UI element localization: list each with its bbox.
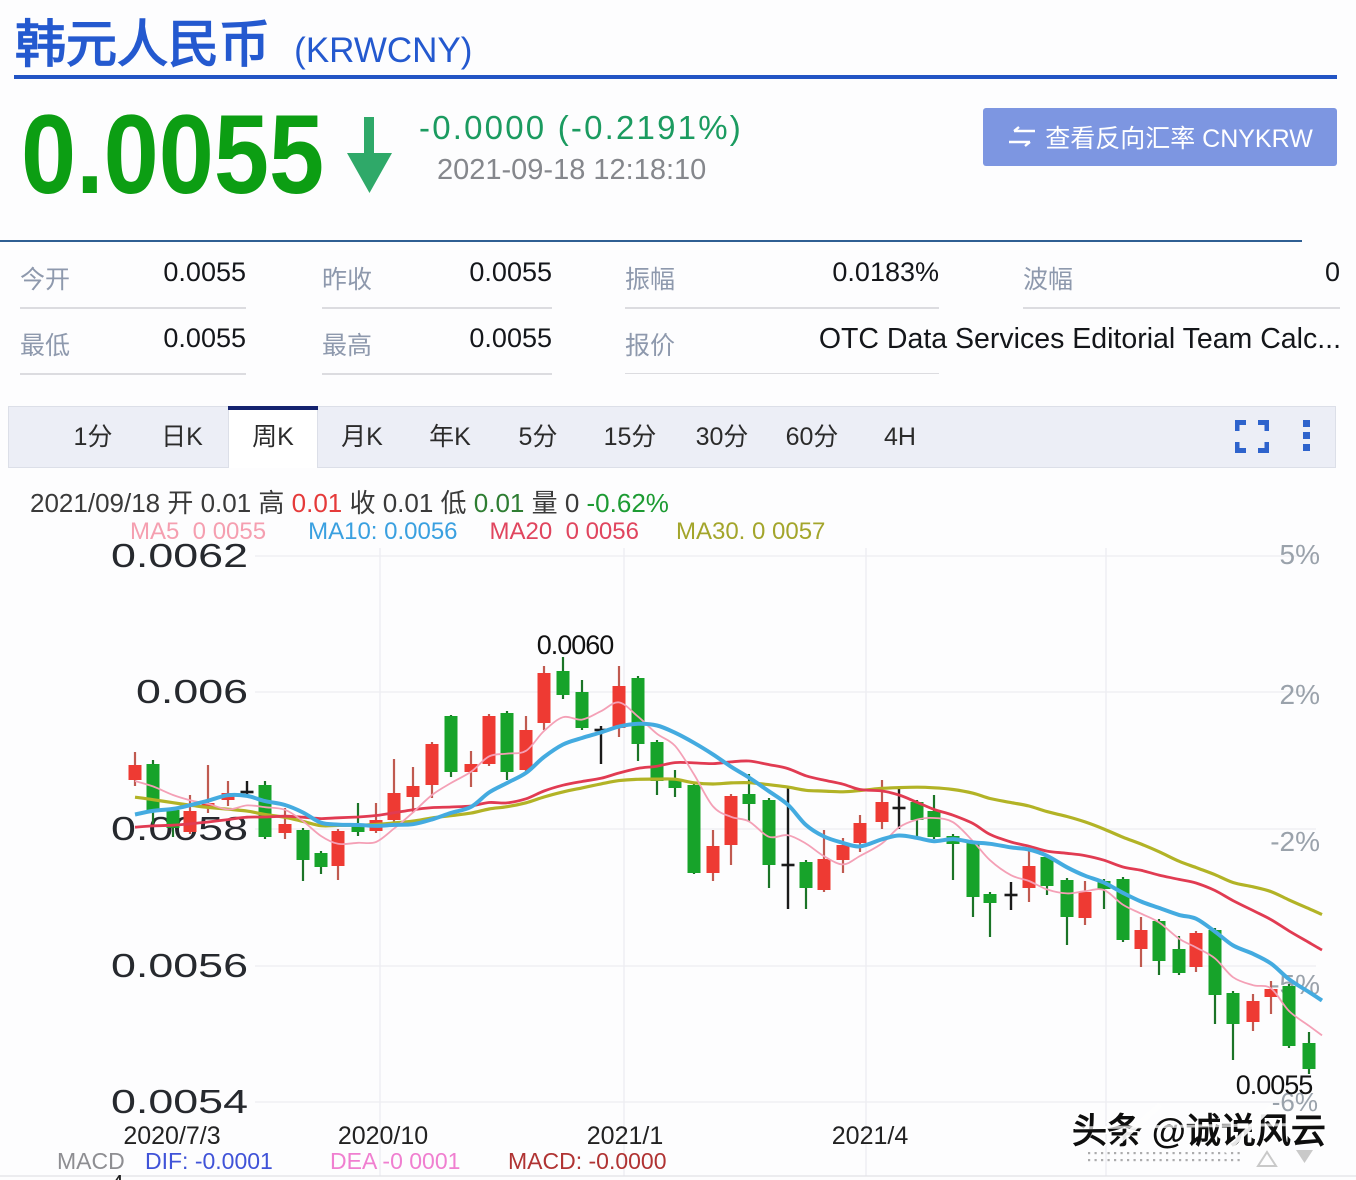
svg-text:MACD: -0.0000: MACD: -0.0000 bbox=[508, 1148, 667, 1174]
svg-text:MACD: MACD bbox=[57, 1148, 125, 1174]
svg-text:DIF: -0.0001: DIF: -0.0001 bbox=[145, 1148, 273, 1174]
svg-text:0.0054: 0.0054 bbox=[111, 1083, 248, 1120]
svg-text:0.0055: 0.0055 bbox=[1236, 1070, 1313, 1100]
svg-text:0.0060: 0.0060 bbox=[537, 630, 614, 660]
svg-text:0.006: 0.006 bbox=[136, 673, 248, 710]
svg-text:2020/10: 2020/10 bbox=[338, 1122, 428, 1150]
svg-text:0.0056: 0.0056 bbox=[111, 947, 248, 984]
svg-text:2021/1: 2021/1 bbox=[587, 1122, 663, 1150]
svg-text:5%: 5% bbox=[1280, 539, 1320, 570]
svg-text:-2%: -2% bbox=[1270, 826, 1320, 857]
svg-text:4: 4 bbox=[111, 1170, 124, 1180]
svg-text:0.0062: 0.0062 bbox=[111, 537, 248, 574]
svg-text:头条 @诚说风云: 头条 @诚说风云 bbox=[1072, 1112, 1326, 1151]
svg-text:2021/4: 2021/4 bbox=[832, 1122, 909, 1150]
svg-text:DEA -0 0001: DEA -0 0001 bbox=[330, 1148, 460, 1174]
svg-text:-6%: -6% bbox=[1272, 1087, 1318, 1117]
svg-text:2%: 2% bbox=[1280, 679, 1320, 710]
svg-text:2020/7/3: 2020/7/3 bbox=[123, 1122, 220, 1150]
